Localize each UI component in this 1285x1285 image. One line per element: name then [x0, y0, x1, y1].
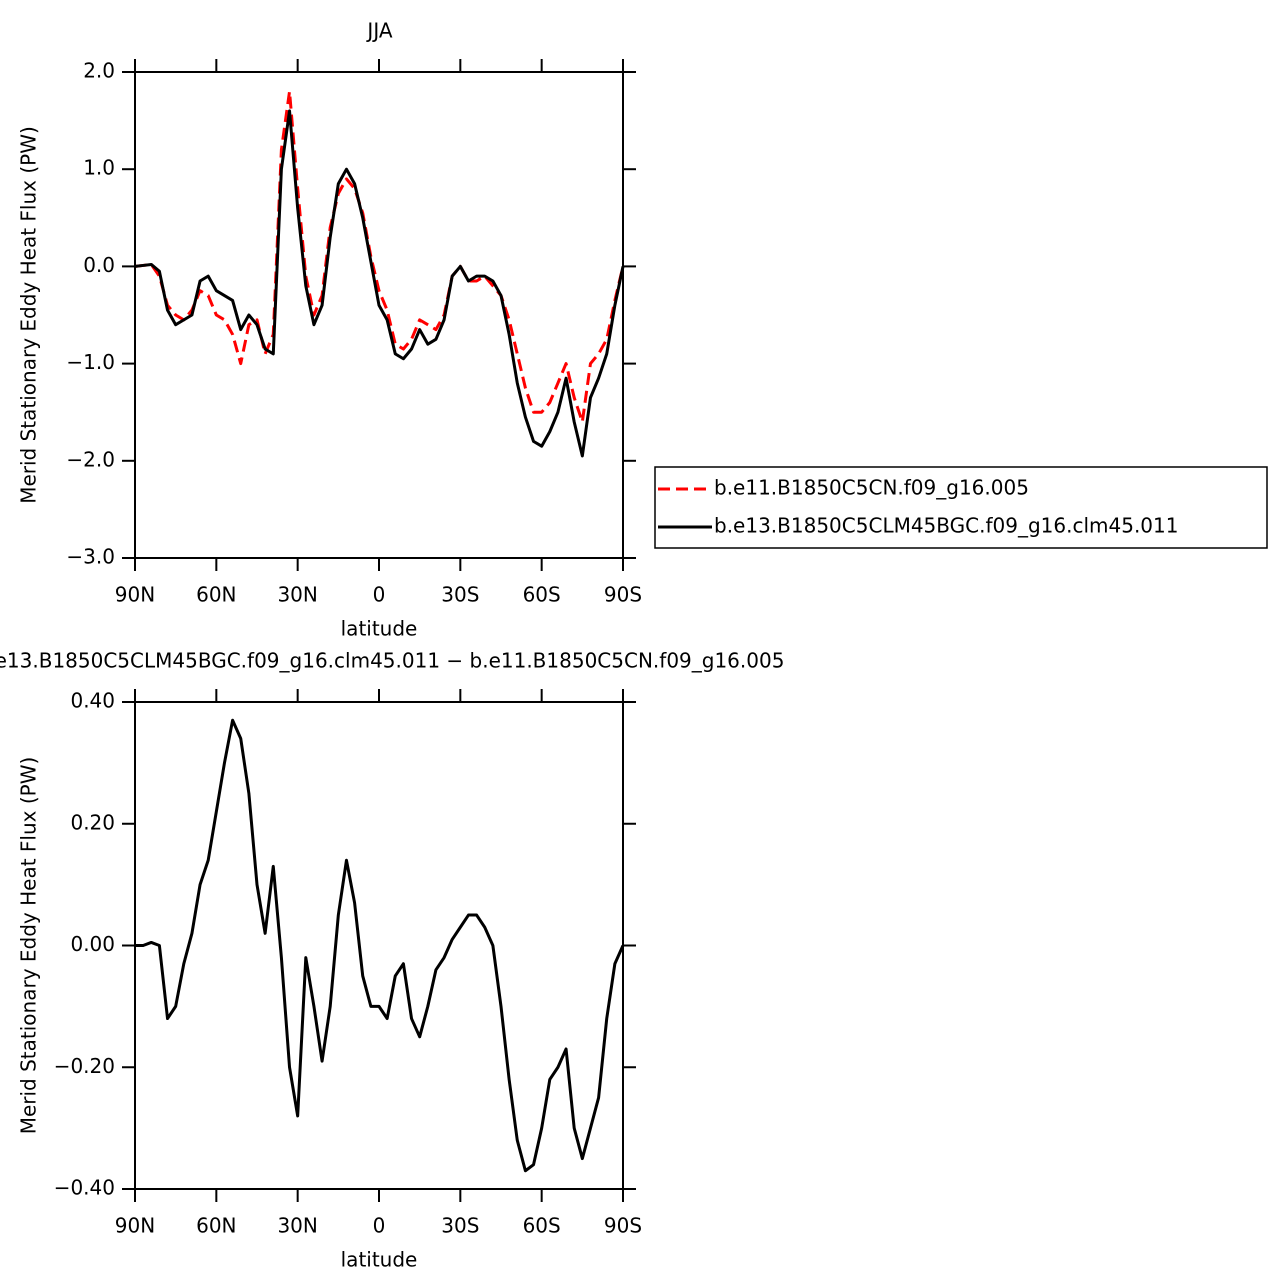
- y-axis-label: Merid Stationary Eddy Heat Flux (PW): [17, 757, 41, 1135]
- data-line: [134, 109, 625, 458]
- x-tick-label: 90S: [604, 1214, 642, 1238]
- legend-label: b.e13.B1850C5CLM45BGC.f09_g16.clm45.011: [714, 514, 1178, 538]
- legend-box: [654, 466, 1268, 549]
- y-tick-label: −0.40: [54, 1176, 115, 1200]
- y-tick-label: 0.0: [83, 253, 115, 277]
- y-tick-label: −3.0: [66, 545, 115, 569]
- legend-label: b.e11.B1850C5CN.f09_g16.005: [714, 476, 1029, 500]
- chart-title: JJA: [365, 19, 392, 43]
- y-tick-label: −0.20: [54, 1054, 115, 1078]
- x-tick-label: 30N: [277, 1214, 317, 1238]
- y-axis-label: Merid Stationary Eddy Heat Flux (PW): [17, 126, 41, 504]
- y-tick-label: 0.40: [70, 689, 115, 713]
- chart-panel: JJA latitude Merid Stationary Eddy Heat Fl…: [17, 19, 1268, 641]
- chart-panel: b.e13.B1850C5CLM45BGC.f09_g16.clm45.011 …: [0, 649, 784, 1272]
- x-tick-label: 30N: [277, 583, 317, 607]
- plot-frame: [134, 71, 624, 559]
- x-axis-label: latitude: [341, 617, 418, 641]
- x-tick-label: 0: [373, 583, 386, 607]
- legend: b.e11.B1850C5CN.f09_g16.005 b.e13.B1850C5…: [654, 466, 1268, 549]
- x-tick-label: 60S: [523, 583, 561, 607]
- x-tick-label: 90N: [115, 583, 155, 607]
- y-tick-label: −1.0: [66, 350, 115, 374]
- x-tick-label: 60S: [523, 1214, 561, 1238]
- data-line: [135, 718, 625, 1173]
- y-tick-label: 2.0: [83, 59, 115, 83]
- y-tick-label: 0.20: [70, 810, 115, 834]
- chart-title: b.e13.B1850C5CLM45BGC.f09_g16.clm45.011 …: [0, 649, 784, 673]
- x-tick-label: 30S: [441, 583, 479, 607]
- y-tick-label: −2.0: [66, 447, 115, 471]
- x-tick-label: 30S: [441, 1214, 479, 1238]
- plot-frame: [134, 701, 624, 1190]
- x-tick-label: 90N: [115, 1214, 155, 1238]
- y-tick-label: 0.00: [70, 932, 115, 956]
- x-tick-label: 60N: [196, 1214, 236, 1238]
- data-line: [134, 89, 625, 424]
- y-tick-label: 1.0: [83, 156, 115, 180]
- x-tick-label: 60N: [196, 583, 236, 607]
- x-tick-label: 0: [373, 1214, 386, 1238]
- x-tick-label: 90S: [604, 583, 642, 607]
- x-axis-label: latitude: [341, 1248, 418, 1272]
